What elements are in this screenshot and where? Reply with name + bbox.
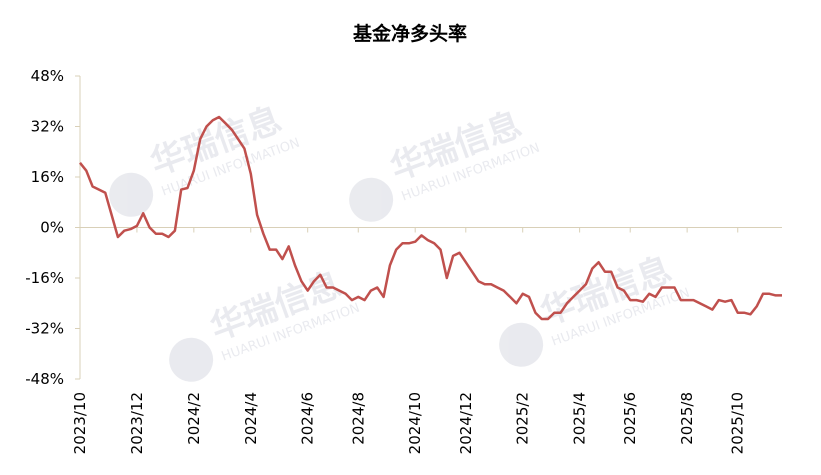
y-tick-label: -32% xyxy=(25,320,64,338)
watermark-logo xyxy=(349,177,394,222)
x-tick-label: 2024/2 xyxy=(185,392,203,445)
x-tick-label: 2025/10 xyxy=(729,392,747,454)
y-tick-label: 0% xyxy=(40,219,64,237)
y-tick-label: 48% xyxy=(31,67,64,85)
y-tick-label: 16% xyxy=(31,168,64,186)
x-tick-label: 2024/12 xyxy=(457,392,475,454)
x-tick-label: 2025/8 xyxy=(678,392,696,445)
x-tick-label: 2023/10 xyxy=(71,392,89,454)
data-line xyxy=(79,115,782,321)
chart-title: 基金净多头率 xyxy=(352,22,467,45)
watermark-logo xyxy=(169,337,214,382)
x-tick-label: 2024/4 xyxy=(242,392,260,445)
x-tick-label: 2024/10 xyxy=(406,392,424,454)
x-tick-label: 2025/2 xyxy=(514,392,532,445)
y-tick-label: -16% xyxy=(25,269,64,287)
x-tick-label: 2024/8 xyxy=(349,392,367,445)
x-tick-label: 2025/4 xyxy=(571,392,589,445)
watermark-logo xyxy=(109,172,154,217)
x-tick-label: 2023/12 xyxy=(128,392,146,454)
x-tick-label: 2024/6 xyxy=(299,392,317,445)
watermark-logo xyxy=(499,322,544,367)
y-tick-label: 32% xyxy=(31,118,64,136)
x-tick-label: 2025/6 xyxy=(621,392,639,445)
y-tick-label: -48% xyxy=(25,370,64,388)
